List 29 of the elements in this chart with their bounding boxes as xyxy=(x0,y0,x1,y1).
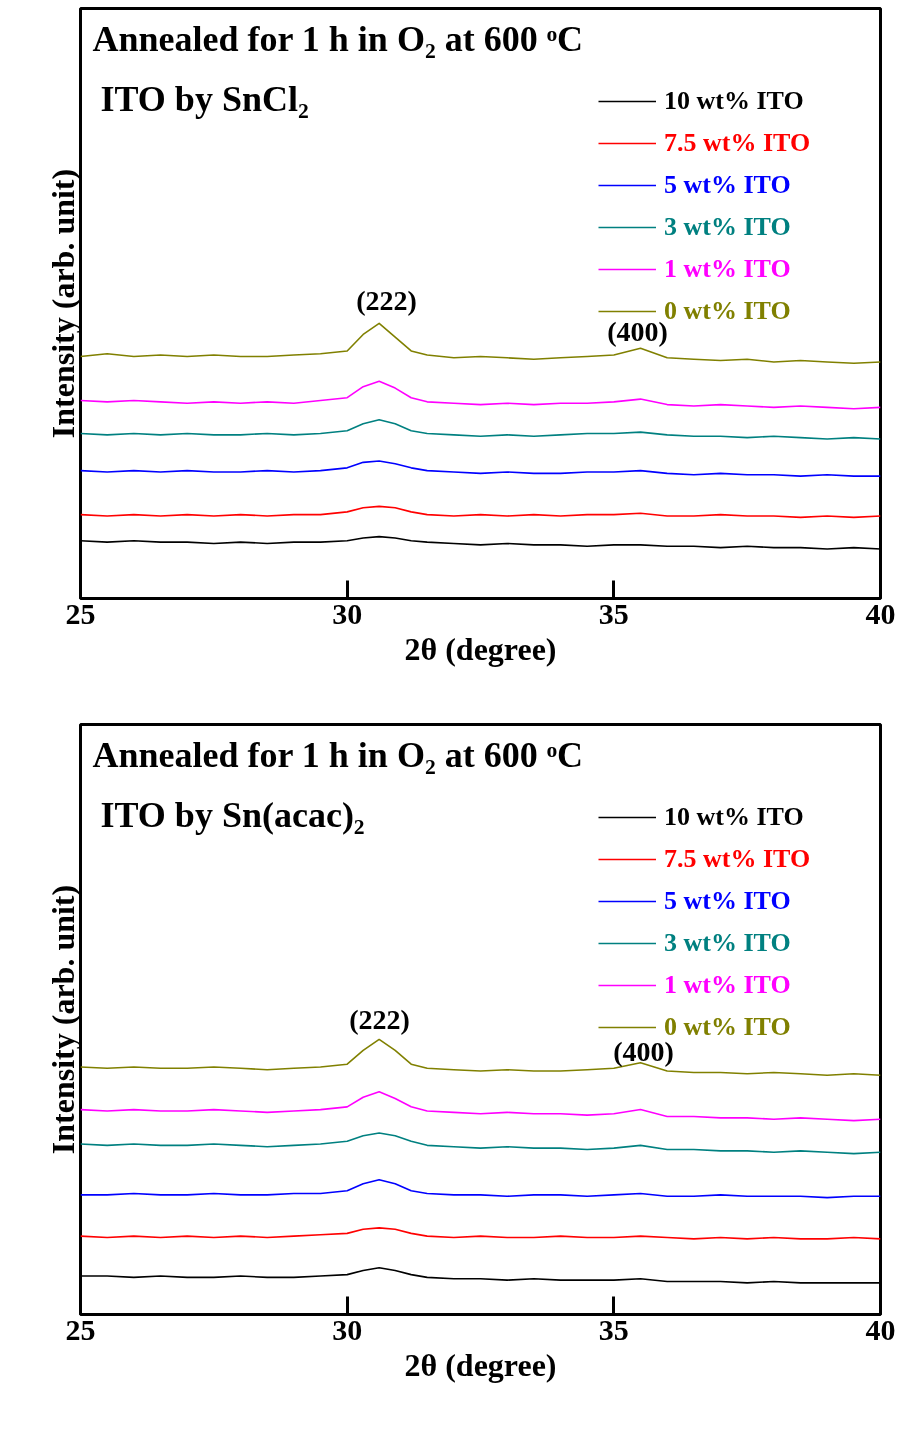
x-tick-label: 25 xyxy=(65,1312,96,1346)
legend-label: 7.5 wt% ITO xyxy=(664,844,811,874)
legend-label: 1 wt% ITO xyxy=(664,254,791,284)
chart-title: Annealed for 1 h in O₂ at 600 ᵒC xyxy=(92,18,583,59)
x-tick-label: 40 xyxy=(865,1312,896,1346)
legend-label: 1 wt% ITO xyxy=(664,970,791,1000)
chart-subtitle: ITO by SnCl₂ xyxy=(100,78,309,119)
legend-label: 5 wt% ITO xyxy=(664,170,791,200)
x-tick-label: 30 xyxy=(332,1312,363,1346)
text: (222) xyxy=(349,1004,410,1035)
legend-label: 3 wt% ITO xyxy=(664,928,791,958)
x-axis-title: 2θ (degree) xyxy=(404,630,557,667)
x-tick-label: 40 xyxy=(865,596,896,630)
y-axis-title: Intensity (arb. unit) xyxy=(44,884,81,1155)
x-tick-label: 30 xyxy=(332,596,363,630)
x-tick-label: 35 xyxy=(598,596,629,630)
legend-label: 10 wt% ITO xyxy=(664,86,804,116)
chart-subtitle: ITO by Sn(acac)₂ xyxy=(100,794,365,835)
legend-label: 5 wt% ITO xyxy=(664,886,791,916)
legend-label: 3 wt% ITO xyxy=(664,212,791,242)
legend-label: 7.5 wt% ITO xyxy=(664,128,811,158)
legend-label: 0 wt% ITO xyxy=(664,296,791,325)
x-tick-label: 25 xyxy=(65,596,96,630)
text: (222) xyxy=(356,285,417,316)
chart-title: Annealed for 1 h in O₂ at 600 ᵒC xyxy=(92,734,583,775)
x-axis-title: 2θ (degree) xyxy=(404,1346,557,1383)
legend-label: 10 wt% ITO xyxy=(664,802,804,832)
x-tick-label: 35 xyxy=(598,1312,629,1346)
y-axis-title: Intensity (arb. unit) xyxy=(44,168,81,439)
